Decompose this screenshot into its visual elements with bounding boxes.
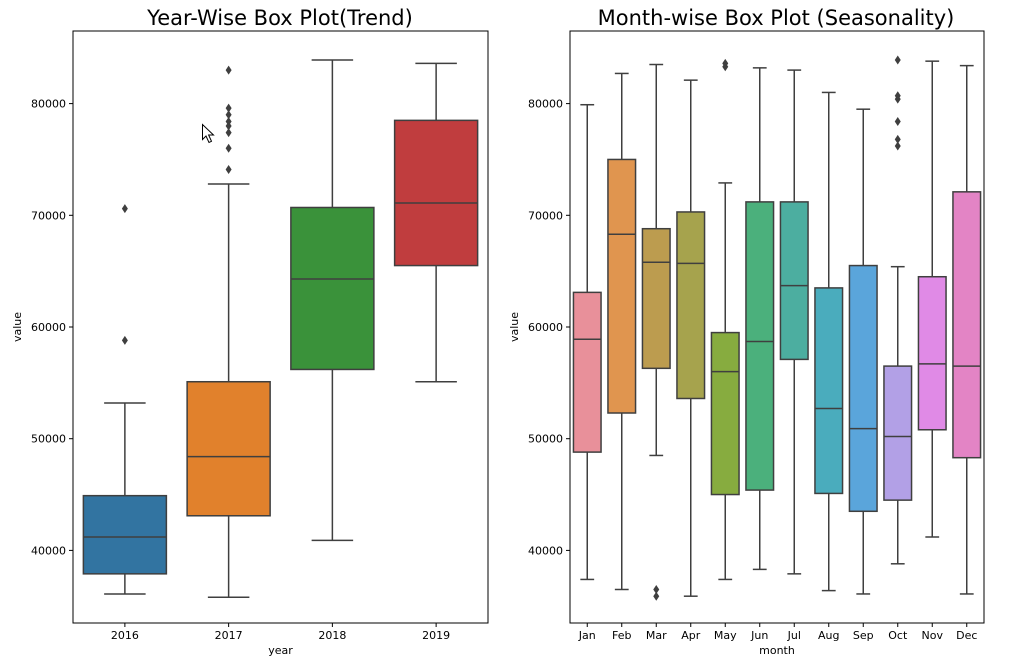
x-tick-label: Dec — [956, 629, 977, 642]
x-tick-label: Nov — [922, 629, 944, 642]
mouse-cursor-icon — [202, 123, 215, 144]
box-Nov — [917, 60, 947, 538]
outlier-point — [894, 116, 901, 126]
x-tick-label: Aug — [818, 629, 839, 642]
x-tick-label: 2019 — [422, 629, 450, 642]
outlier-point — [653, 584, 660, 594]
year-wise-box-plot: Year-Wise Box Plot(Trend) 40000 50000 60000… — [11, 6, 489, 657]
outlier-point — [225, 110, 232, 120]
box-Sep — [848, 108, 878, 595]
outlier-point — [225, 103, 232, 113]
outlier-point — [225, 65, 232, 75]
box-iqr — [186, 380, 271, 517]
box-2019 — [393, 62, 479, 383]
y-tick-label: 60000 — [31, 321, 66, 334]
y-axis-label: value — [11, 312, 24, 342]
outlier-point — [121, 335, 128, 345]
box-iqr — [779, 201, 809, 361]
outlier-point — [225, 143, 232, 153]
box-iqr — [848, 264, 878, 513]
box-Aug — [814, 91, 844, 592]
month-wise-box-plot: Month-wise Box Plot (Seasonality) 40000 50… — [508, 6, 985, 657]
x-tick-label: May — [714, 629, 737, 642]
outlier-point — [894, 134, 901, 144]
y-tick-label: 80000 — [528, 98, 563, 111]
box-Apr — [676, 79, 706, 597]
box-iqr — [710, 331, 740, 496]
box-iqr — [745, 201, 775, 491]
outlier-point — [653, 591, 660, 601]
box-iqr — [883, 365, 913, 501]
box-2016 — [82, 204, 168, 595]
outlier-point — [722, 58, 729, 68]
box-iqr — [641, 227, 671, 370]
box-Jul — [779, 69, 809, 575]
y-tick-label: 40000 — [528, 544, 563, 557]
box-iqr — [814, 287, 844, 495]
x-tick-label: Apr — [681, 629, 701, 642]
box-Feb — [607, 72, 637, 591]
box-Dec — [952, 64, 982, 595]
box-2017 — [186, 65, 271, 599]
x-tick-label: Jun — [750, 629, 768, 642]
box-iqr — [572, 291, 602, 453]
outlier-point — [894, 55, 901, 65]
y-tick-label: 50000 — [528, 433, 563, 446]
x-tick-label: Jul — [787, 629, 801, 642]
x-tick-label: 2017 — [215, 629, 243, 642]
outlier-point — [225, 128, 232, 138]
y-tick-label: 70000 — [528, 209, 563, 222]
x-tick-label: Oct — [888, 629, 908, 642]
chart-title: Month-wise Box Plot (Seasonality) — [598, 6, 955, 30]
y-tick-label: 70000 — [31, 209, 66, 222]
box-Mar — [641, 63, 671, 601]
y-axis-label: value — [508, 312, 521, 342]
x-tick-label: Sep — [853, 629, 874, 642]
outlier-point — [121, 204, 128, 214]
box-Oct — [883, 55, 913, 565]
chart-title: Year-Wise Box Plot(Trend) — [146, 6, 413, 30]
y-tick-label: 50000 — [31, 433, 66, 446]
y-tick-label: 80000 — [31, 98, 66, 111]
y-tick-label: 40000 — [31, 544, 66, 557]
outlier-point — [894, 141, 901, 151]
box-iqr — [607, 158, 637, 414]
x-axis-label: month — [759, 644, 795, 657]
box-iqr — [393, 119, 479, 267]
box-iqr — [952, 191, 982, 459]
x-tick-label: Jan — [578, 629, 596, 642]
outlier-point — [225, 116, 232, 126]
box-May — [710, 58, 740, 581]
y-tick-label: 60000 — [528, 321, 563, 334]
box-iqr — [82, 494, 168, 575]
box-iqr — [917, 275, 947, 431]
outlier-point — [894, 91, 901, 101]
box-Jun — [745, 67, 775, 571]
box-iqr — [676, 211, 706, 400]
x-tick-label: 2016 — [111, 629, 139, 642]
x-tick-label: 2018 — [318, 629, 346, 642]
box-iqr — [290, 206, 375, 371]
x-axis-label: year — [268, 644, 293, 657]
box-Jan — [572, 103, 602, 581]
box-2018 — [290, 59, 375, 542]
x-tick-label: Feb — [612, 629, 631, 642]
outlier-point — [225, 165, 232, 175]
x-tick-label: Mar — [646, 629, 667, 642]
